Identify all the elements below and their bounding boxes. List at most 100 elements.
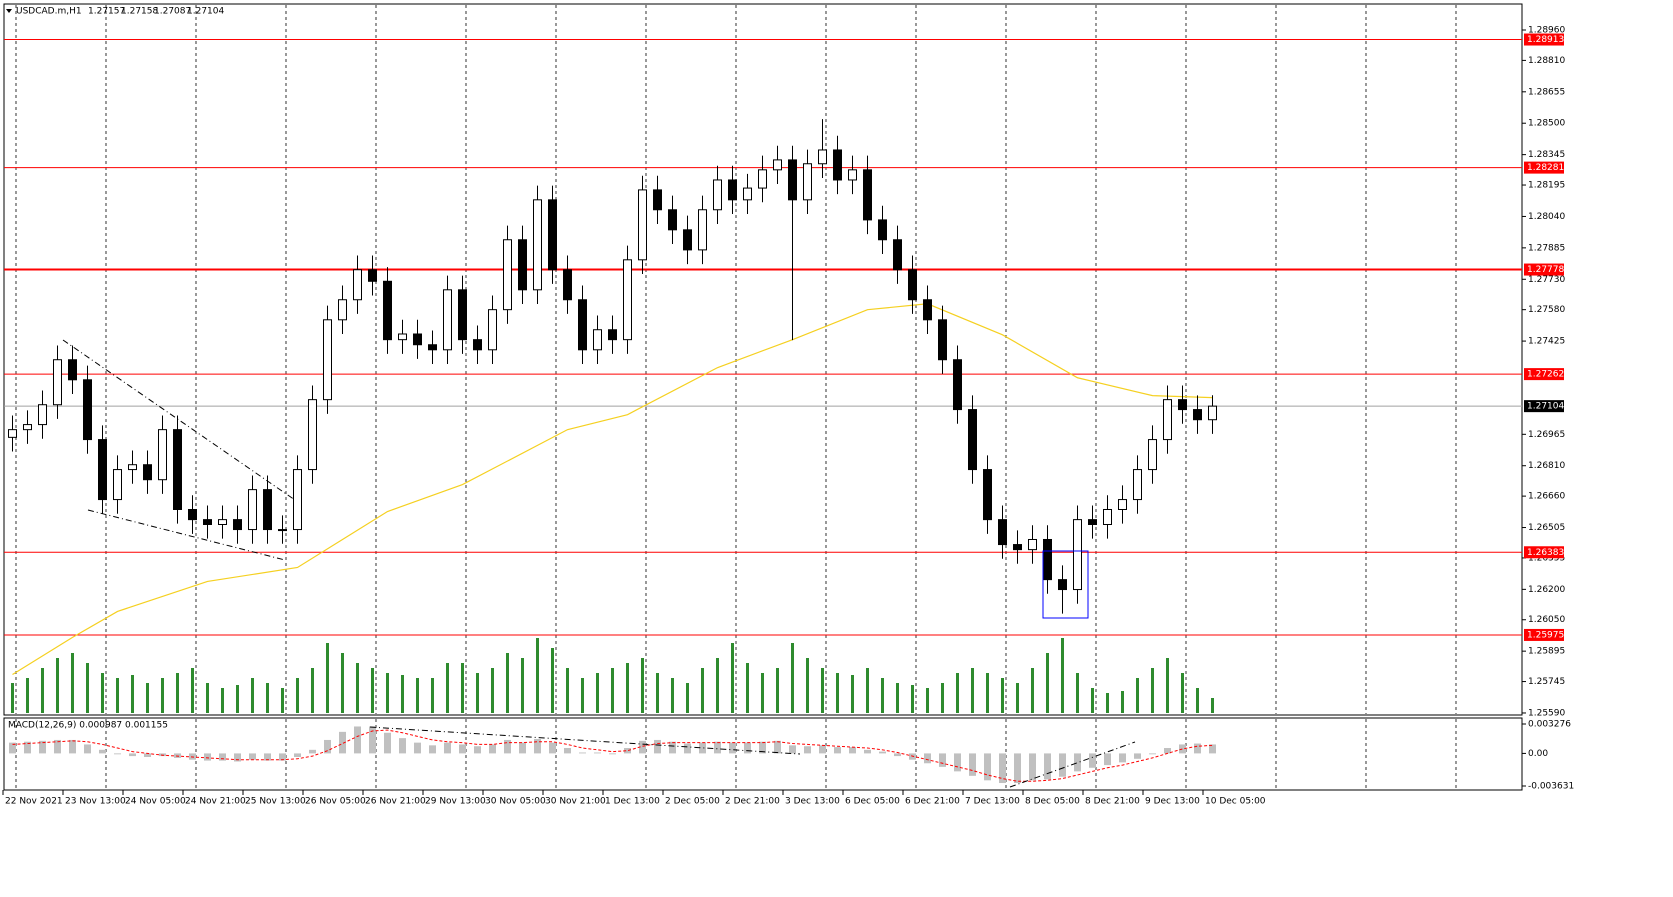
candle-body bbox=[953, 359, 962, 411]
x-tick-label: 30 Nov 05:00 bbox=[485, 797, 546, 807]
candle-body bbox=[1043, 538, 1052, 581]
candle-body bbox=[503, 239, 512, 311]
level-label: 1.28281 bbox=[1527, 163, 1564, 173]
candle-body bbox=[728, 179, 737, 201]
x-tick-label: 25 Nov 13:00 bbox=[245, 797, 306, 807]
candle-body bbox=[578, 299, 587, 351]
candle-body bbox=[608, 329, 617, 341]
candle-body bbox=[23, 424, 32, 431]
x-tick-label: 6 Dec 05:00 bbox=[845, 797, 900, 807]
candle-body bbox=[518, 239, 527, 291]
level-tag bbox=[1524, 33, 1564, 46]
x-tick-label: 6 Dec 21:00 bbox=[905, 797, 960, 807]
trendline bbox=[62, 339, 296, 501]
x-tick-label: 26 Nov 05:00 bbox=[305, 797, 366, 807]
candle-body bbox=[878, 219, 887, 241]
y-tick-label: 1.27425 bbox=[1528, 337, 1565, 347]
macd-tick-label: 0.00 bbox=[1528, 749, 1548, 759]
macd-label: MACD(12,26,9) 0.000987 0.001155 bbox=[8, 721, 168, 731]
x-tick-label: 2 Dec 21:00 bbox=[725, 797, 780, 807]
candle-body bbox=[1148, 439, 1157, 471]
candle-body bbox=[563, 269, 572, 301]
x-tick-label: 2 Dec 05:00 bbox=[665, 797, 720, 807]
candle-body bbox=[788, 159, 797, 201]
level-tag bbox=[1524, 628, 1564, 641]
menu-arrow[interactable] bbox=[6, 9, 12, 13]
candle-body bbox=[413, 333, 422, 346]
candle-body bbox=[53, 359, 62, 406]
candle-body bbox=[698, 209, 707, 251]
candle-body bbox=[623, 259, 632, 341]
y-tick-label: 1.27885 bbox=[1528, 243, 1565, 253]
x-tick-label: 8 Dec 05:00 bbox=[1025, 797, 1080, 807]
marks bbox=[4, 39, 1522, 784]
y-tick-label: 1.27730 bbox=[1528, 275, 1565, 285]
level-label: 1.27262 bbox=[1527, 370, 1564, 380]
moving-average bbox=[12, 303, 1213, 675]
candle-body bbox=[233, 519, 242, 531]
level-label: 1.27778 bbox=[1527, 265, 1564, 275]
y-tick-label: 1.26660 bbox=[1528, 492, 1565, 502]
candle-body bbox=[293, 469, 302, 531]
quote-high: 1.27158 bbox=[121, 7, 158, 17]
candle-body bbox=[638, 189, 647, 261]
candle-body bbox=[113, 469, 122, 501]
price-label: 1.27104 bbox=[1527, 402, 1564, 412]
y-tick-label: 1.27580 bbox=[1528, 305, 1565, 315]
candle-body bbox=[1163, 399, 1172, 441]
candle-body bbox=[998, 519, 1007, 546]
candle-body bbox=[713, 179, 722, 211]
highlight-box bbox=[1042, 550, 1089, 619]
grid bbox=[15, 5, 1457, 789]
candle-body bbox=[203, 519, 212, 525]
x-tick-label: 3 Dec 13:00 bbox=[785, 797, 840, 807]
quote-close: 1.27104 bbox=[187, 7, 224, 17]
candle-body bbox=[188, 508, 197, 521]
quote-low: 1.27087 bbox=[154, 7, 191, 17]
candle-body bbox=[83, 379, 92, 441]
candle-body bbox=[773, 159, 782, 171]
candle-body bbox=[143, 464, 152, 481]
price-pane bbox=[3, 3, 1523, 716]
candle-body bbox=[353, 269, 362, 301]
candle-body bbox=[218, 519, 227, 525]
candle-body bbox=[593, 329, 602, 351]
y-tick-label: 1.26965 bbox=[1528, 430, 1565, 440]
candle-body bbox=[68, 359, 77, 381]
candle-body bbox=[173, 429, 182, 510]
candle-body bbox=[923, 299, 932, 321]
x-tick-label: 24 Nov 05:00 bbox=[125, 797, 186, 807]
macd-signal bbox=[12, 729, 1213, 782]
candle-body bbox=[263, 489, 272, 531]
candle-body bbox=[338, 299, 347, 321]
candle-body bbox=[1133, 469, 1142, 501]
y-tick-label: 1.25895 bbox=[1528, 647, 1565, 657]
candle-body bbox=[983, 469, 992, 521]
y-tick-label: 1.28655 bbox=[1528, 87, 1565, 97]
candle-body bbox=[278, 529, 287, 532]
level-tag bbox=[1524, 546, 1564, 559]
y-tick-label: 1.26200 bbox=[1528, 585, 1565, 595]
candle-body bbox=[1178, 399, 1187, 411]
x-tick-label: 7 Dec 13:00 bbox=[965, 797, 1020, 807]
candle-body bbox=[1103, 508, 1112, 525]
candle-body bbox=[533, 199, 542, 291]
price-tag bbox=[1524, 400, 1564, 413]
candle-body bbox=[1208, 405, 1217, 421]
level-label: 1.26383 bbox=[1527, 548, 1564, 558]
y-tick-label: 1.26505 bbox=[1528, 523, 1565, 533]
candle-body bbox=[833, 149, 842, 181]
y-tick-label: 1.28195 bbox=[1528, 181, 1565, 191]
y-tick-label: 1.28345 bbox=[1528, 150, 1565, 160]
candle-body bbox=[368, 269, 377, 282]
candle-body bbox=[443, 289, 452, 351]
trendline bbox=[1009, 741, 1136, 788]
candle-body bbox=[458, 289, 467, 341]
candle-body bbox=[428, 344, 437, 351]
candle-body bbox=[1088, 519, 1097, 525]
candle-body bbox=[818, 149, 827, 165]
candle-body bbox=[1118, 499, 1127, 510]
candle-body bbox=[938, 319, 947, 361]
